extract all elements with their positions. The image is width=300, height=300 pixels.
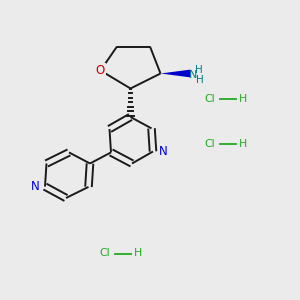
Text: H: H <box>239 139 247 149</box>
Polygon shape <box>160 70 190 77</box>
Text: N: N <box>189 70 198 80</box>
Text: H: H <box>134 248 142 259</box>
Text: Cl: Cl <box>205 94 215 104</box>
Text: O: O <box>96 64 105 77</box>
Text: H: H <box>239 94 247 104</box>
Text: H: H <box>196 75 203 85</box>
Text: Cl: Cl <box>205 139 215 149</box>
Text: N: N <box>31 180 40 193</box>
Text: Cl: Cl <box>100 248 110 259</box>
Text: N: N <box>159 145 168 158</box>
Text: H: H <box>195 65 203 75</box>
